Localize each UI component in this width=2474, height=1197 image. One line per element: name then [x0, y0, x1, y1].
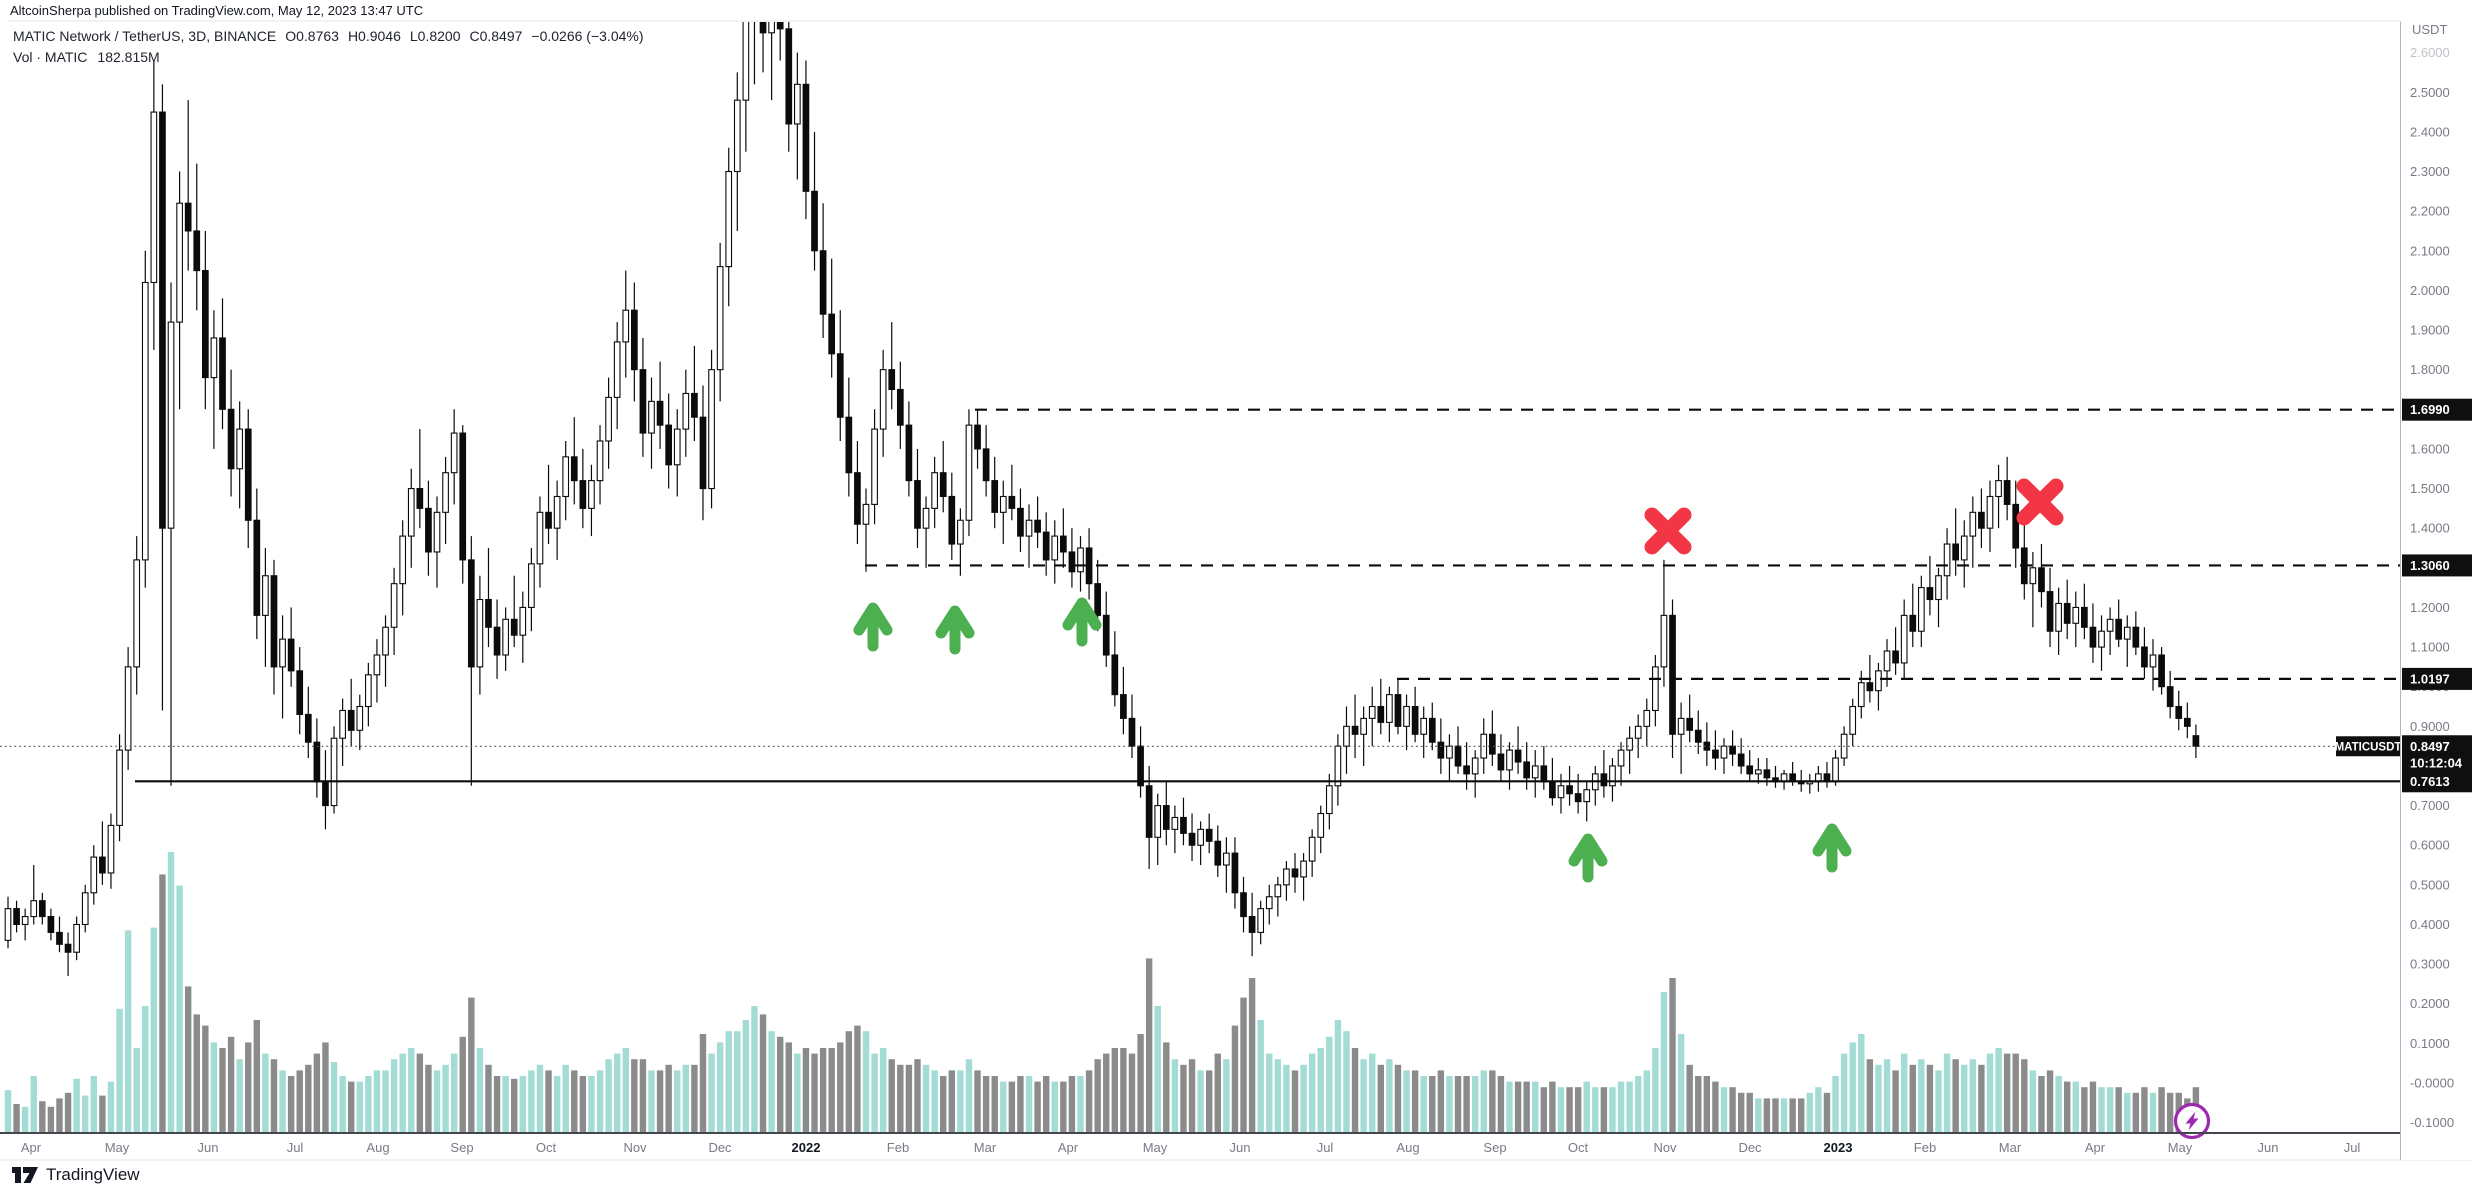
green-up-arrow-icon [1812, 823, 1852, 873]
price-tick: 0.3000 [2410, 957, 2450, 972]
red-x-mark-icon [1644, 507, 1692, 555]
ohlc-values: O0.8763 H0.9046 L0.8200 C0.8497 [276, 28, 522, 44]
red-x-mark-icon [2016, 478, 2064, 526]
time-tick-month: Apr [2085, 1140, 2106, 1155]
price-tick: 1.1000 [2410, 640, 2450, 655]
price-tick: 1.9000 [2410, 323, 2450, 338]
time-tick-month: Jun [198, 1140, 219, 1155]
footer-bar: TradingView [12, 1165, 140, 1185]
ohlc-H: H0.9046 [347, 28, 401, 44]
time-tick-month: May [1143, 1140, 1168, 1155]
svg-text:1.3060: 1.3060 [2410, 558, 2450, 573]
svg-text:0.7613: 0.7613 [2410, 774, 2450, 789]
green-up-arrow-icon [853, 602, 893, 652]
time-tick-month: May [2168, 1140, 2193, 1155]
time-tick-month: Jul [2344, 1140, 2361, 1155]
level-price-badge: 1.6990 [2402, 398, 2472, 421]
ohlc-O: O0.8763 [285, 28, 339, 44]
tradingview-logo-icon[interactable] [12, 1165, 39, 1185]
time-tick-month: Aug [1396, 1140, 1419, 1155]
volume-value: 182.815M [97, 49, 160, 65]
time-tick-month: Mar [974, 1140, 997, 1155]
legend-row-symbol: MATIC Network / TetherUS, 3D, BINANCE O0.… [13, 26, 644, 47]
price-tick: 2.5000 [2410, 85, 2450, 100]
price-tick: -0.0000 [2410, 1076, 2454, 1091]
time-tick-year: 2022 [792, 1140, 821, 1155]
price-tick: 0.7000 [2410, 798, 2450, 813]
time-tick-month: Dec [1738, 1140, 1762, 1155]
level-price-badge: 1.3060 [2402, 554, 2472, 577]
bar-countdown: 10:12:04 [2410, 755, 2463, 770]
price-tick: 2.6000 [2410, 45, 2450, 60]
time-tick-month: Aug [366, 1140, 389, 1155]
price-tick: 1.8000 [2410, 362, 2450, 377]
price-tick: -0.1000 [2410, 1115, 2454, 1130]
publisher-text: AltcoinSherpa published on TradingView.c… [10, 3, 424, 18]
level-price-badge: 1.0197 [2402, 667, 2472, 690]
svg-text:1.0197: 1.0197 [2410, 671, 2450, 686]
time-tick-month: Oct [536, 1140, 557, 1155]
symbol-title: MATIC Network / TetherUS, 3D, BINANCE [13, 28, 277, 44]
price-tick: 2.1000 [2410, 243, 2450, 258]
time-tick-month: Feb [887, 1140, 909, 1155]
time-tick-month: Nov [623, 1140, 647, 1155]
time-tick-month: Sep [1483, 1140, 1506, 1155]
green-up-arrow-icon [1062, 597, 1102, 647]
price-axis[interactable]: USDT 2.6000 2.5000 2.4000 2.3000 2.2000 2.1000… [2400, 0, 2474, 1160]
time-tick-month: Apr [1058, 1140, 1079, 1155]
candlestick-series [4, 22, 2200, 976]
ohlc-L: L0.8200 [409, 28, 461, 44]
price-tick: 0.1000 [2410, 1036, 2450, 1051]
price-tick: 0.4000 [2410, 917, 2450, 932]
time-axis[interactable]: Apr May Jun Jul Aug Sep Oct Nov Dec 2022 Feb Mar Apr… [0, 1132, 2400, 1155]
time-tick-month: Jul [287, 1140, 304, 1155]
publisher-bar: AltcoinSherpa published on TradingView.c… [10, 3, 423, 18]
price-tick: 2.4000 [2410, 124, 2450, 139]
svg-text:MATICUSDT: MATICUSDT [2335, 741, 2402, 753]
time-tick-month: Mar [1999, 1140, 2022, 1155]
lightning-sticker-icon [2173, 1102, 2211, 1140]
time-tick-month: Feb [1914, 1140, 1936, 1155]
price-tick: 2.2000 [2410, 204, 2450, 219]
tradingview-brand[interactable]: TradingView [46, 1165, 140, 1184]
volume-pane [4, 852, 2200, 1132]
time-tick-month: Nov [1653, 1140, 1677, 1155]
time-tick-month: Oct [1568, 1140, 1589, 1155]
price-tick: 0.6000 [2410, 838, 2450, 853]
price-tick: 0.9000 [2410, 719, 2450, 734]
green-up-arrow-icon [1568, 833, 1608, 883]
price-tick: 1.5000 [2410, 481, 2450, 496]
price-tick: 1.2000 [2410, 600, 2450, 615]
time-tick-month: Jun [1230, 1140, 1251, 1155]
level-price-badge: 0.7613 [2402, 770, 2472, 793]
time-tick-month: Apr [21, 1140, 42, 1155]
price-tick: 1.6000 [2410, 441, 2450, 456]
symbol-price-label: MATICUSDT [2335, 736, 2402, 757]
price-tick: 0.2000 [2410, 996, 2450, 1011]
price-tick: 2.3000 [2410, 164, 2450, 179]
green-up-arrow-icon [935, 605, 975, 655]
horizontal-level-lines: MATICUSDT [0, 408, 2402, 783]
annotation-drawings [853, 478, 2211, 1140]
time-tick-year: 2023 [1824, 1140, 1853, 1155]
chart-pane[interactable] [0, 22, 2400, 1133]
price-axis-unit: USDT [2412, 22, 2447, 37]
price-tick: 1.4000 [2410, 521, 2450, 536]
ohlc-C: C0.8497 [469, 28, 523, 44]
price-tick: 0.5000 [2410, 877, 2450, 892]
time-tick-month: Jun [2258, 1140, 2279, 1155]
legend-row-volume: Vol · MATIC 182.815M [13, 47, 644, 68]
volume-label: Vol · MATIC [13, 49, 88, 65]
time-tick-month: Jul [1317, 1140, 1334, 1155]
time-tick-month: Sep [450, 1140, 473, 1155]
change-value: −0.0266 (−3.04%) [531, 28, 644, 44]
time-tick-month: Dec [708, 1140, 732, 1155]
time-tick-month: May [105, 1140, 130, 1155]
svg-text:0.8497: 0.8497 [2410, 739, 2450, 754]
chart-legend: MATIC Network / TetherUS, 3D, BINANCE O0.… [13, 26, 644, 68]
svg-text:1.6990: 1.6990 [2410, 402, 2450, 417]
price-tick: 2.0000 [2410, 283, 2450, 298]
